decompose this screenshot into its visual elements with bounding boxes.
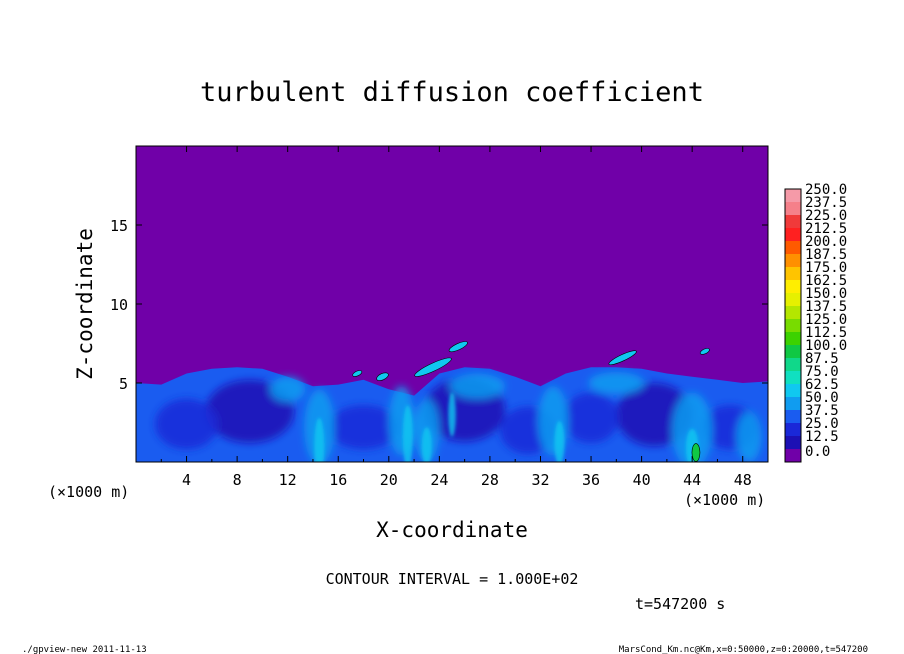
x-tick-label: 36 (582, 471, 600, 489)
colorbar-label: 62.5 (805, 377, 839, 393)
field-cell (269, 376, 306, 402)
colorbar-swatch (785, 449, 801, 463)
field-cell (563, 392, 619, 444)
colorbar-swatch (785, 371, 801, 385)
colorbar-swatch (785, 215, 801, 229)
colorbar-swatch (785, 319, 801, 333)
field-cell (328, 405, 399, 450)
colorbar-swatch (785, 280, 801, 294)
field-plume (314, 417, 325, 462)
field-peak (691, 443, 701, 462)
colorbar-swatch (785, 332, 801, 346)
x-axis-label: X-coordinate (376, 518, 528, 542)
colorbar-swatch (785, 423, 801, 437)
colorbar-swatch (785, 228, 801, 242)
x-tick-label: 20 (380, 471, 398, 489)
x-tick-label: 8 (233, 471, 242, 489)
colorbar-label: 150.0 (805, 286, 847, 302)
colorbar-label: 237.5 (805, 195, 847, 211)
field-cell (671, 392, 713, 462)
contour-interval: CONTOUR INTERVAL = 1.000E+02 (326, 570, 579, 588)
colorbar-swatch (785, 306, 801, 320)
colorbar-swatch (785, 397, 801, 411)
detached-filament (352, 370, 363, 377)
field-plume (402, 405, 413, 462)
y-axis-label: Z-coordinate (73, 228, 97, 380)
colorbar-swatch (785, 410, 801, 424)
colorbar-swatch (785, 293, 801, 307)
colorbar-swatch (785, 267, 801, 281)
colorbar-swatch (785, 436, 801, 450)
x-tick-label: 12 (279, 471, 297, 489)
diffusion-field (136, 341, 768, 462)
colorbar-label: 162.5 (805, 273, 847, 289)
field-plume (448, 392, 456, 437)
colorbar-labels: 250.0237.5225.0212.5200.0187.5175.0162.5… (805, 182, 847, 460)
colorbar-label: 37.5 (805, 403, 839, 419)
colorbar-label: 137.5 (805, 299, 847, 315)
x-tick-label: 32 (531, 471, 549, 489)
y-tick-label: 10 (110, 296, 128, 314)
colorbar (784, 188, 802, 463)
field-plume (421, 427, 432, 462)
colorbar-label: 50.0 (805, 390, 839, 406)
colorbar-label: 125.0 (805, 312, 847, 328)
detached-filament (414, 357, 452, 377)
colorbar-label: 75.0 (805, 364, 839, 380)
chart-title: turbulent diffusion coefficient (200, 77, 704, 108)
colorbar-label: 112.5 (805, 325, 847, 341)
x-axis-ticks: 4 8 12 16 20 24 28 32 36 40 44 48 (160, 146, 752, 489)
field-cell (154, 398, 219, 450)
detached-filament (608, 350, 637, 366)
colorbar-label: 225.0 (805, 208, 847, 224)
colorbar-swatch (785, 345, 801, 359)
colorbar-label: 12.5 (805, 429, 839, 445)
colorbar-label: 0.0 (805, 444, 830, 460)
x-unit-right: (×1000 m) (684, 491, 765, 509)
detached-filament (376, 372, 389, 381)
plot-area (136, 146, 768, 462)
colorbar-swatch (785, 241, 801, 255)
y-axis-ticks: 5 10 15 (110, 217, 768, 393)
field-cell (205, 379, 294, 444)
detached-filament (699, 348, 710, 355)
colorbar-frame (784, 188, 802, 463)
colorbar-label: 100.0 (805, 338, 847, 354)
footer-left: ./gpview-new 2011-11-13 (22, 645, 147, 654)
colorbar-label: 87.5 (805, 351, 839, 367)
x-tick-label: 4 (182, 471, 191, 489)
x-tick-label: 44 (683, 471, 701, 489)
colorbar-label: 250.0 (805, 182, 847, 198)
x-tick-label: 40 (633, 471, 651, 489)
x-tick-label: 16 (329, 471, 347, 489)
colorbar-swatch (785, 384, 801, 398)
colorbar-swatch (785, 189, 801, 203)
colorbar-swatch (785, 358, 801, 372)
time-label: t=547200 s (635, 595, 725, 613)
y-tick-label: 5 (119, 375, 128, 393)
x-unit-left: (×1000 m) (48, 483, 129, 501)
x-tick-label: 24 (430, 471, 448, 489)
colorbar-label: 187.5 (805, 247, 847, 263)
y-tick-label: 15 (110, 217, 128, 235)
field-plume (554, 420, 565, 462)
colorbar-label: 25.0 (805, 416, 839, 432)
x-tick-label: 48 (734, 471, 752, 489)
detached-filament (448, 341, 468, 353)
field-cell (588, 371, 645, 395)
colorbar-label: 212.5 (805, 221, 847, 237)
footer-right: MarsCond_Km.nc@Km,x=0:50000,z=0:20000,t=… (619, 645, 868, 654)
colorbar-label: 175.0 (805, 260, 847, 276)
colorbar-swatch (785, 202, 801, 216)
field-cell (449, 373, 506, 399)
colorbar-label: 200.0 (805, 234, 847, 250)
x-tick-label: 28 (481, 471, 499, 489)
colorbar-swatch (785, 254, 801, 268)
field-cell (736, 411, 762, 462)
